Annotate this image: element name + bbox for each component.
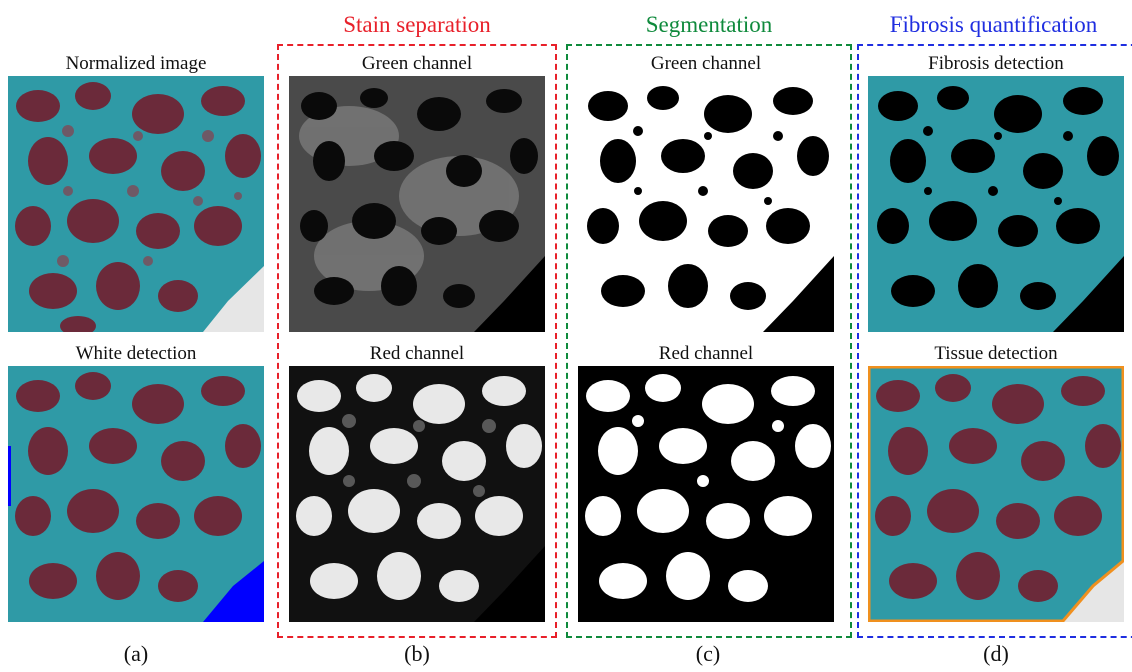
normalized-image [8, 76, 264, 332]
segmentation-box [566, 44, 852, 638]
white-detection-image [8, 366, 264, 622]
white-detection-caption: White detection [75, 343, 197, 364]
green-channel-caption-c: Green channel [650, 53, 762, 74]
stain-separation-box [277, 44, 557, 638]
segmentation-title: Segmentation [645, 12, 773, 37]
green-channel-caption-b: Green channel [361, 53, 473, 74]
tissue-detection-caption: Tissue detection [934, 343, 1058, 364]
red-channel-caption-c: Red channel [658, 343, 754, 364]
red-channel-grayscale [289, 366, 545, 622]
red-channel-caption-b: Red channel [369, 343, 465, 364]
fibrosis-detection-image [868, 76, 1124, 332]
column-label-b: (b) [404, 641, 430, 666]
fibrosis-detection-caption: Fibrosis detection [928, 53, 1064, 74]
red-channel-binary [578, 366, 834, 622]
column-label-c: (c) [695, 641, 721, 666]
fibrosis-quantification-box [857, 44, 1132, 638]
normalized-image-caption: Normalized image [65, 53, 207, 74]
fibrosis-quantification-title: Fibrosis quantification [889, 12, 1098, 37]
stain-separation-title: Stain separation [343, 12, 491, 37]
tissue-detection-image [868, 366, 1124, 622]
green-channel-grayscale [289, 76, 545, 332]
column-label-a: (a) [123, 641, 149, 666]
column-label-d: (d) [983, 641, 1009, 666]
green-channel-binary [578, 76, 834, 332]
